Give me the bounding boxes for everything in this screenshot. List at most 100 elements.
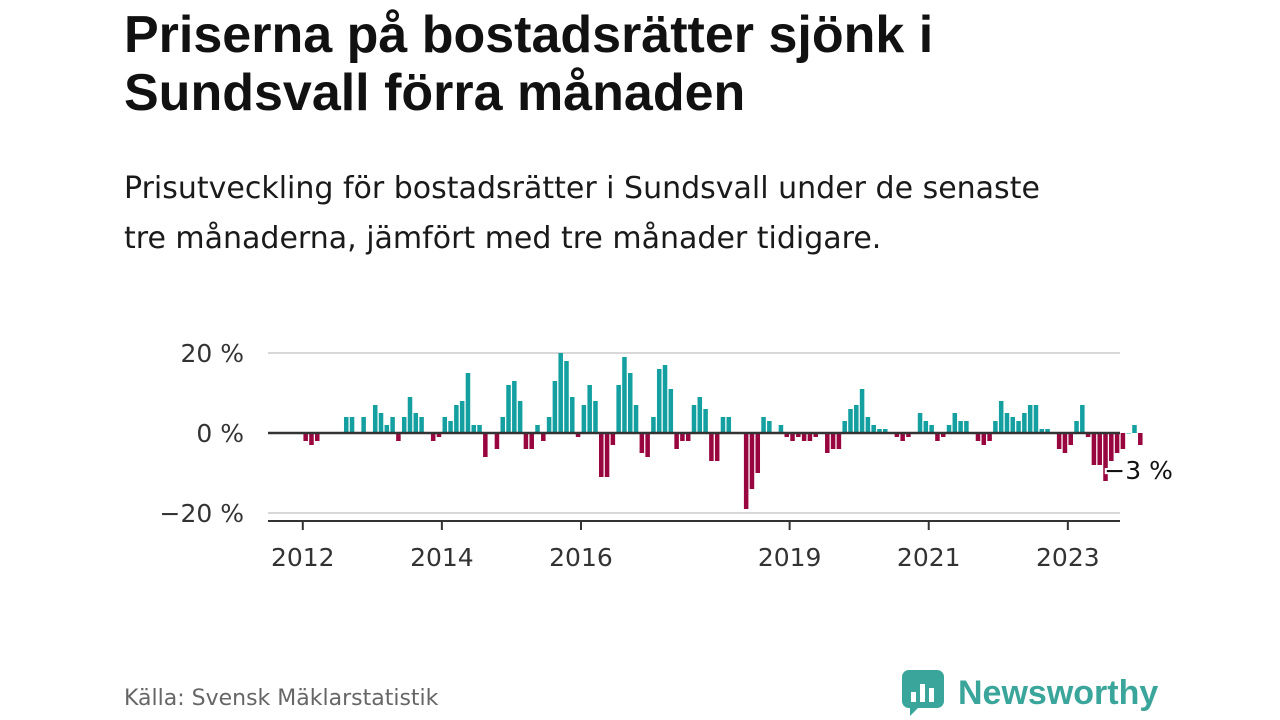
newsworthy-logo-icon: [902, 670, 944, 716]
bar: [842, 421, 847, 433]
bar: [390, 417, 395, 433]
bar: [413, 413, 419, 433]
bar: [958, 421, 963, 433]
bar: [401, 417, 407, 433]
bar: [529, 433, 534, 449]
bar: [593, 401, 598, 433]
x-tick-label: 2012: [271, 543, 335, 572]
bar: [627, 373, 633, 433]
bar: [1114, 433, 1120, 453]
bar: [720, 417, 726, 433]
bar: [697, 397, 703, 433]
bar: [361, 417, 366, 433]
bar: [680, 433, 685, 441]
brand-name: Newsworthy: [958, 673, 1159, 712]
bar: [552, 381, 558, 433]
bar: [1039, 429, 1045, 433]
bar: [378, 413, 384, 433]
bar: [622, 357, 627, 433]
bar: [1120, 433, 1126, 449]
bar: [517, 401, 523, 433]
bar: [1022, 413, 1027, 433]
bar: [546, 417, 552, 433]
bar: [656, 369, 662, 433]
gridlines: [268, 352, 1120, 514]
bar: [465, 373, 471, 433]
bar: [859, 389, 865, 433]
bar: [807, 433, 813, 441]
brand-logo-group[interactable]: Newsworthy: [902, 670, 1158, 716]
bar: [581, 405, 587, 433]
bar: [442, 417, 448, 433]
bar: [784, 433, 789, 437]
bar: [726, 417, 732, 433]
bar: [778, 425, 784, 433]
bar: [448, 421, 453, 433]
bar: [865, 417, 871, 433]
bar: [396, 433, 401, 441]
bar: [1109, 433, 1114, 461]
bar: [685, 433, 691, 441]
bar: [743, 433, 749, 509]
bar: [471, 425, 477, 433]
bar: [309, 433, 314, 445]
bar: [830, 433, 836, 449]
bar: [900, 433, 905, 441]
bar: [691, 405, 697, 433]
bar: [836, 433, 842, 449]
bar: [894, 433, 900, 437]
chart-title: Priserna på bostadsrätter sjönk i Sundsv…: [124, 6, 934, 122]
bar: [923, 421, 929, 433]
bar: [1138, 433, 1143, 445]
source-note: Källa: Svensk Mäklarstatistik: [124, 686, 439, 711]
bar: [430, 433, 436, 441]
bar: [1103, 433, 1108, 481]
bar: [755, 433, 761, 473]
chart-subtitle: Prisutveckling för bostadsrätter i Sunds…: [124, 171, 1040, 256]
bar: [929, 425, 934, 433]
bar: [796, 433, 801, 437]
bar: [1027, 405, 1033, 433]
bar: [587, 385, 592, 433]
bar: [407, 397, 413, 433]
bar: [1132, 425, 1137, 433]
bar: [512, 381, 517, 433]
labels: 20 % 0 % −20 % 2012 2014 2016 2019 2021 2023 −3 %: [160, 339, 1175, 572]
bar: [558, 353, 563, 433]
bar: [384, 425, 390, 433]
bar: [749, 433, 755, 489]
x-tick-label: 2023: [1036, 543, 1100, 572]
bar: [1045, 429, 1050, 433]
bar: [1074, 421, 1079, 433]
bar: [599, 433, 604, 477]
bar: [709, 433, 714, 461]
bar: [616, 385, 621, 433]
bar: [1016, 421, 1021, 433]
bar: [1068, 433, 1073, 445]
bar: [349, 417, 355, 433]
bar: [714, 433, 720, 461]
bar: [935, 433, 940, 441]
bar: [564, 361, 569, 433]
bar: [993, 421, 998, 433]
bar: [883, 429, 888, 433]
y-tick-label: −20 %: [160, 499, 244, 528]
bar: [494, 433, 500, 449]
bar: [668, 389, 674, 433]
bar: [767, 421, 772, 433]
bar: [483, 433, 488, 457]
bar: [610, 433, 616, 445]
bar: [998, 401, 1004, 433]
x-tick-label: 2021: [897, 543, 961, 572]
bar: [419, 417, 424, 433]
bar: [854, 405, 859, 433]
bar: [825, 433, 830, 453]
y-tick-label: 20 %: [180, 339, 244, 368]
axes: [268, 431, 1120, 530]
bar: [1126, 433, 1131, 434]
bar: [964, 421, 969, 433]
bar: [790, 433, 795, 441]
bar: [1056, 433, 1062, 449]
bar: [1091, 433, 1097, 465]
bar: [645, 433, 650, 457]
